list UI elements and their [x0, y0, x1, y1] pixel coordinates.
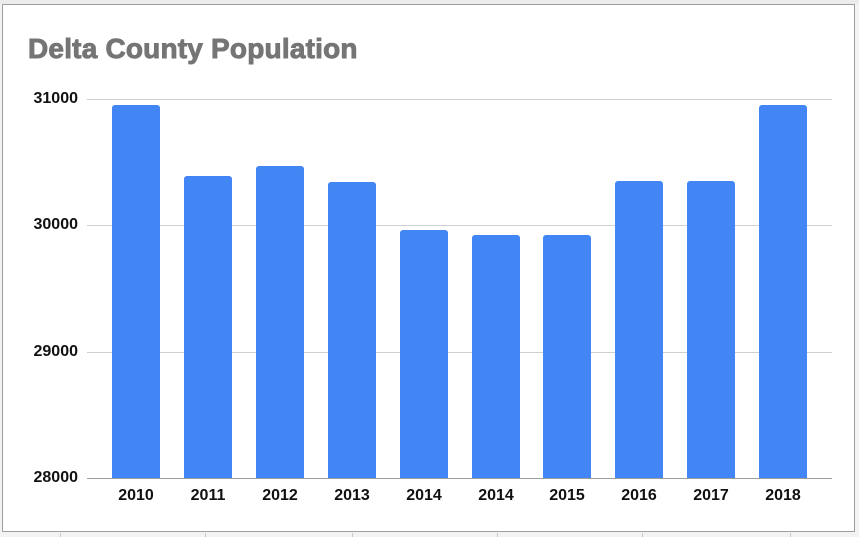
x-tick-label: 2017	[693, 487, 729, 504]
cell-gridline	[60, 533, 61, 537]
gridline	[87, 352, 832, 353]
bar[interactable]	[400, 230, 448, 478]
x-tick-label: 2016	[621, 487, 657, 504]
x-tick-label: 2015	[549, 487, 585, 504]
cell-gridline	[205, 533, 206, 537]
x-tick-label: 2012	[262, 487, 298, 504]
x-axis-line	[87, 478, 832, 479]
x-tick-label: 2014	[406, 487, 442, 504]
y-tick-label: 29000	[33, 343, 79, 360]
x-tick-label: 2011	[190, 487, 226, 504]
bar[interactable]	[543, 235, 591, 478]
cell-gridline	[790, 533, 791, 537]
bar[interactable]	[112, 105, 160, 478]
gridline	[87, 99, 832, 100]
spreadsheet-header-strip	[0, 0, 859, 4]
bar[interactable]	[615, 180, 663, 478]
y-tick-label: 28000	[33, 469, 79, 486]
cell-gridline	[352, 533, 353, 537]
bar[interactable]	[184, 176, 232, 478]
bar[interactable]	[472, 235, 520, 478]
x-tick-label: 2018	[765, 487, 801, 504]
cell-gridline	[642, 533, 643, 537]
x-tick-label: 2014	[478, 487, 514, 504]
y-tick-label: 30000	[33, 216, 79, 233]
chart-title: Delta County Population	[28, 33, 358, 65]
bar[interactable]	[759, 105, 807, 478]
x-tick-label: 2010	[118, 487, 154, 504]
bar[interactable]	[328, 181, 376, 478]
bar[interactable]	[256, 165, 304, 478]
x-tick-label: 2013	[334, 487, 370, 504]
gridline	[87, 225, 832, 226]
cell-gridline	[497, 533, 498, 537]
y-tick-label: 31000	[33, 90, 79, 107]
bar[interactable]	[687, 180, 735, 478]
